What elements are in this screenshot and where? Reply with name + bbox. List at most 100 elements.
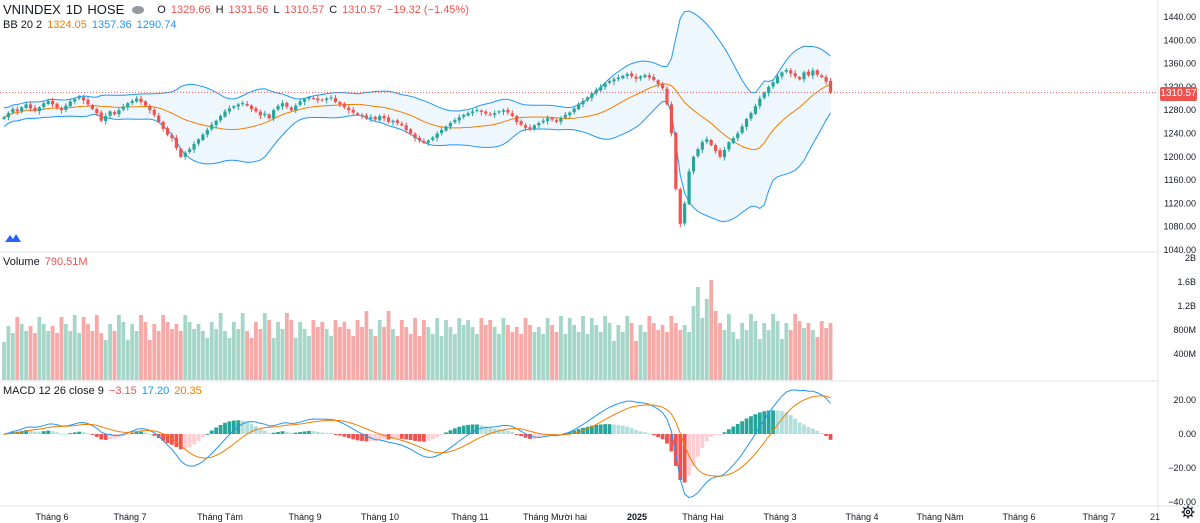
volume-bar <box>488 320 493 380</box>
bb-lower-value: 1290.74 <box>136 19 177 31</box>
macd-histogram-bar <box>700 434 705 449</box>
candle-body <box>780 72 784 77</box>
volume-bar <box>320 322 325 380</box>
macd-histogram-bar <box>262 430 267 434</box>
macd-histogram-bar <box>492 428 497 434</box>
candle <box>135 96 139 103</box>
tradingview-logo-icon[interactable] <box>4 231 22 243</box>
macd-histogram-bar <box>572 430 577 434</box>
volume-legend[interactable]: Volume 790.51M <box>3 256 88 268</box>
macd-histogram-bar <box>284 431 289 434</box>
interval-label[interactable]: 1D <box>65 2 83 17</box>
candle <box>81 94 86 104</box>
time-axis-tick: Tháng 6 <box>35 512 68 522</box>
macd-histogram-bar <box>819 433 824 435</box>
bb-name: BB 20 2 <box>3 19 43 31</box>
candle-body <box>523 125 528 128</box>
volume-bar <box>691 306 696 380</box>
candle-body <box>117 110 121 115</box>
bb-upper-line <box>3 10 831 112</box>
candle-body <box>218 116 223 121</box>
candle-body <box>426 140 430 143</box>
candle-body <box>42 103 46 107</box>
candle-body <box>249 105 254 110</box>
candle <box>422 138 426 144</box>
volume-bar <box>497 334 501 380</box>
visibility-icon[interactable] <box>132 5 145 14</box>
candle-body <box>462 114 466 117</box>
candle <box>241 100 245 107</box>
volume-bar <box>665 332 669 380</box>
candle <box>254 106 258 114</box>
macd-histogram-bar <box>63 433 68 435</box>
candle <box>258 109 262 119</box>
candle-body <box>674 132 678 189</box>
macd-histogram-bar <box>143 432 148 434</box>
candle <box>232 104 236 110</box>
price-axis-tick: 1440.00 <box>1163 12 1196 22</box>
candle-body <box>820 75 824 77</box>
volume-bar <box>678 330 683 380</box>
macd-histogram-bar <box>762 411 767 434</box>
volume-bar <box>749 314 753 380</box>
candle-body <box>135 98 139 102</box>
candle-body <box>470 111 475 114</box>
volume-bar <box>125 340 130 380</box>
candle-body <box>152 109 156 115</box>
volume-bar <box>156 331 161 380</box>
volume-bar <box>492 327 497 380</box>
macd-histogram-bar <box>338 434 342 436</box>
macd-histogram-bar <box>802 424 806 434</box>
candle-body <box>802 72 806 80</box>
volume-axis-tick: 400M <box>1173 349 1196 359</box>
bb-legend[interactable]: BB 20 2 1324.05 1357.36 1290.74 <box>3 19 176 31</box>
candle-body <box>289 107 293 111</box>
time-axis-tick: Tháng 6 <box>1002 512 1035 522</box>
candle <box>139 95 143 105</box>
macd-histogram-bar <box>209 430 214 434</box>
candle <box>342 101 346 110</box>
symbol-name[interactable]: VNINDEX <box>3 2 61 17</box>
candle <box>798 75 802 81</box>
candle <box>382 113 386 122</box>
bb-basis-line <box>3 83 831 150</box>
candle-body <box>165 128 170 135</box>
volume-bar <box>311 320 316 380</box>
candle <box>541 118 545 125</box>
volume-bar <box>108 324 112 380</box>
macd-histogram-bar <box>99 434 104 440</box>
macd-axis-tick: −20.00 <box>1168 463 1196 473</box>
macd-legend[interactable]: MACD 12 26 close 9 −3.15 17.20 20.35 <box>3 385 202 397</box>
gear-icon[interactable] <box>1181 505 1195 519</box>
volume-bar <box>236 329 241 380</box>
candle <box>148 104 152 114</box>
volume-bar <box>187 322 192 380</box>
time-axis-tick: Tháng 11 <box>451 512 488 522</box>
volume-bar <box>461 325 466 380</box>
candle-body <box>762 92 766 98</box>
volume-bar <box>382 327 387 380</box>
macd-histogram-bar <box>426 434 431 441</box>
macd-histogram-bar <box>753 414 758 434</box>
candle-body <box>806 71 811 76</box>
candle <box>364 112 369 121</box>
volume-bar <box>541 334 546 380</box>
candle <box>722 146 727 161</box>
volume-bar <box>293 338 298 380</box>
macd-histogram-bar <box>94 434 99 437</box>
volume-bar <box>240 313 245 380</box>
volume-bar <box>545 318 550 380</box>
candle-body <box>824 76 828 82</box>
volume-bar <box>24 331 28 380</box>
volume-bar <box>134 331 139 380</box>
volume-bar <box>59 317 64 380</box>
volume-bar <box>784 323 789 380</box>
candle <box>152 107 156 118</box>
macd-histogram-bar <box>227 421 232 434</box>
volume-bar <box>329 336 333 380</box>
volume-bar <box>15 317 20 380</box>
candle-body <box>161 121 165 129</box>
volume-bar <box>802 328 806 380</box>
candle <box>802 70 806 83</box>
